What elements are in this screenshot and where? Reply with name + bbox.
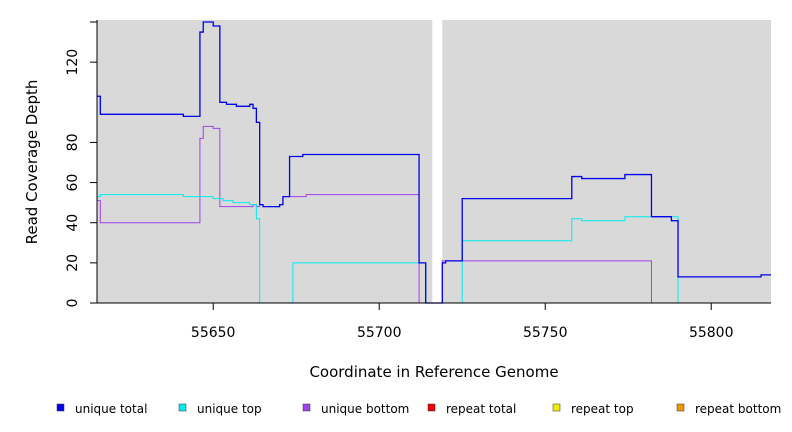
legend-swatch bbox=[552, 403, 561, 412]
y-axis-label: Read Coverage Depth bbox=[23, 80, 41, 245]
x-axis-label: Coordinate in Reference Genome bbox=[309, 363, 558, 381]
legend-swatch bbox=[302, 403, 311, 412]
series-line-unique-bottom bbox=[97, 125, 771, 304]
y-tick-label: 80 bbox=[65, 134, 81, 152]
legend-item: repeat total bbox=[427, 402, 516, 416]
x-tick-label: 55750 bbox=[523, 325, 568, 341]
plot-panel-left bbox=[97, 20, 433, 303]
legend: unique total unique top unique bottom repea… bbox=[56, 402, 781, 416]
legend-item: repeat bottom bbox=[676, 402, 781, 416]
y-tick-label: 0 bbox=[65, 299, 81, 308]
y-tick-label: 20 bbox=[65, 254, 81, 272]
y-tick-label: 40 bbox=[65, 214, 81, 232]
series-line-unique-total bbox=[97, 21, 771, 304]
y-tick-label: 60 bbox=[65, 174, 81, 192]
legend-label: repeat total bbox=[446, 402, 516, 416]
legend-label: unique total bbox=[75, 402, 147, 416]
legend-item: repeat top bbox=[552, 402, 634, 416]
legend-label: unique top bbox=[197, 402, 262, 416]
legend-swatch bbox=[178, 403, 187, 412]
legend-item: unique bottom bbox=[302, 402, 409, 416]
x-tick-label: 55800 bbox=[689, 325, 734, 341]
axes-layer: 55650 55700 55750 55800 0 20 40 60 80 120 bbox=[65, 20, 771, 341]
legend-swatch bbox=[676, 403, 685, 412]
plot-background bbox=[97, 20, 771, 303]
legend-item: unique top bbox=[178, 402, 262, 416]
x-tick-label: 55700 bbox=[357, 325, 402, 341]
legend-swatch bbox=[427, 403, 436, 412]
legend-label: repeat bottom bbox=[695, 402, 781, 416]
legend-item: unique total bbox=[56, 402, 147, 416]
legend-swatch bbox=[56, 403, 65, 412]
legend-label: repeat top bbox=[571, 402, 634, 416]
x-tick-label: 55650 bbox=[191, 325, 236, 341]
y-tick-label: 120 bbox=[65, 49, 81, 76]
plot-panel-right bbox=[442, 20, 771, 303]
legend-label: unique bottom bbox=[321, 402, 409, 416]
